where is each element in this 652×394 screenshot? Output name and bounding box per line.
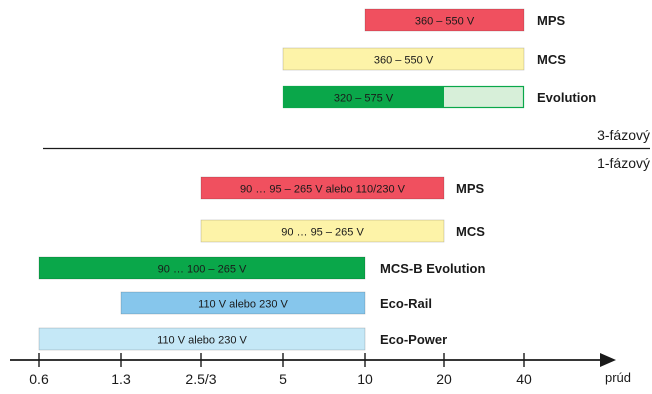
product-name-label: MCS: [456, 224, 485, 239]
bars-group: 360 – 550 V MPS 360 – 550 V MCS 320 – 575 V E…: [38, 8, 596, 351]
range-bar-row: 110 V alebo 230 V Eco-Power: [38, 327, 447, 351]
range-bar-row: 360 – 550 V MPS: [364, 8, 566, 32]
ticks-group: 0.6 1.3 2.5/3 5 10 20 40: [29, 353, 532, 387]
range-bar: [200, 176, 445, 200]
range-bar: [38, 327, 366, 351]
range-bar-voltage: 320 – 575 V: [334, 93, 394, 105]
product-name-label: MPS: [537, 13, 566, 28]
range-bar-voltage: 90 … 95 – 265 V: [281, 227, 364, 239]
x-tick-label: 2.5/3: [185, 371, 216, 387]
range-bar: [200, 219, 445, 243]
range-bar-voltage: 360 – 550 V: [415, 16, 475, 28]
x-tick-label: 5: [279, 371, 287, 387]
range-bar-row: 90 … 95 – 265 V MCS: [200, 219, 485, 243]
range-bar: [364, 8, 525, 32]
range-bar-voltage: 110 V alebo 230 V: [157, 335, 247, 347]
x-tick-label: 40: [516, 371, 532, 387]
product-name-label: MCS-B Evolution: [380, 261, 485, 276]
range-bar: [283, 86, 444, 108]
range-bar-row: 360 – 550 V MCS: [282, 47, 566, 71]
range-bar-voltage: 90 … 100 – 265 V: [158, 264, 247, 276]
range-bar-outline: [282, 85, 525, 109]
product-name-label: Evolution: [537, 90, 596, 105]
product-name-label: MPS: [456, 181, 485, 196]
product-name-label: Eco-Rail: [380, 296, 432, 311]
range-bar: [38, 256, 366, 280]
x-tick-label: 1.3: [111, 371, 131, 387]
range-bar-extension: [444, 86, 524, 108]
range-bar-voltage: 360 – 550 V: [374, 55, 434, 67]
range-bar-voltage: 110 V alebo 230 V: [198, 299, 288, 311]
x-tick-label: 0.6: [29, 371, 49, 387]
x-tick-label: 20: [436, 371, 452, 387]
three-phase-label: 3-fázový: [597, 127, 650, 143]
product-name-label: Eco-Power: [380, 332, 447, 347]
range-bar-row: 90 … 95 – 265 V alebo 110/230 V MPS: [200, 176, 485, 200]
range-bar: [120, 291, 366, 315]
range-bar-row: 110 V alebo 230 V Eco-Rail: [120, 291, 432, 315]
range-bar-voltage: 90 … 95 – 265 V alebo 110/230 V: [240, 184, 406, 196]
x-axis-label: prúd: [605, 370, 631, 385]
range-bar: [282, 47, 525, 71]
product-name-label: MCS: [537, 52, 566, 67]
single-phase-label: 1-fázový: [597, 155, 650, 171]
x-tick-label: 10: [357, 371, 373, 387]
range-bar-row: 90 … 100 – 265 V MCS-B Evolution: [38, 256, 485, 280]
range-bar-row: 320 – 575 V Evolution: [282, 85, 596, 109]
x-axis-arrowhead: [600, 353, 616, 367]
